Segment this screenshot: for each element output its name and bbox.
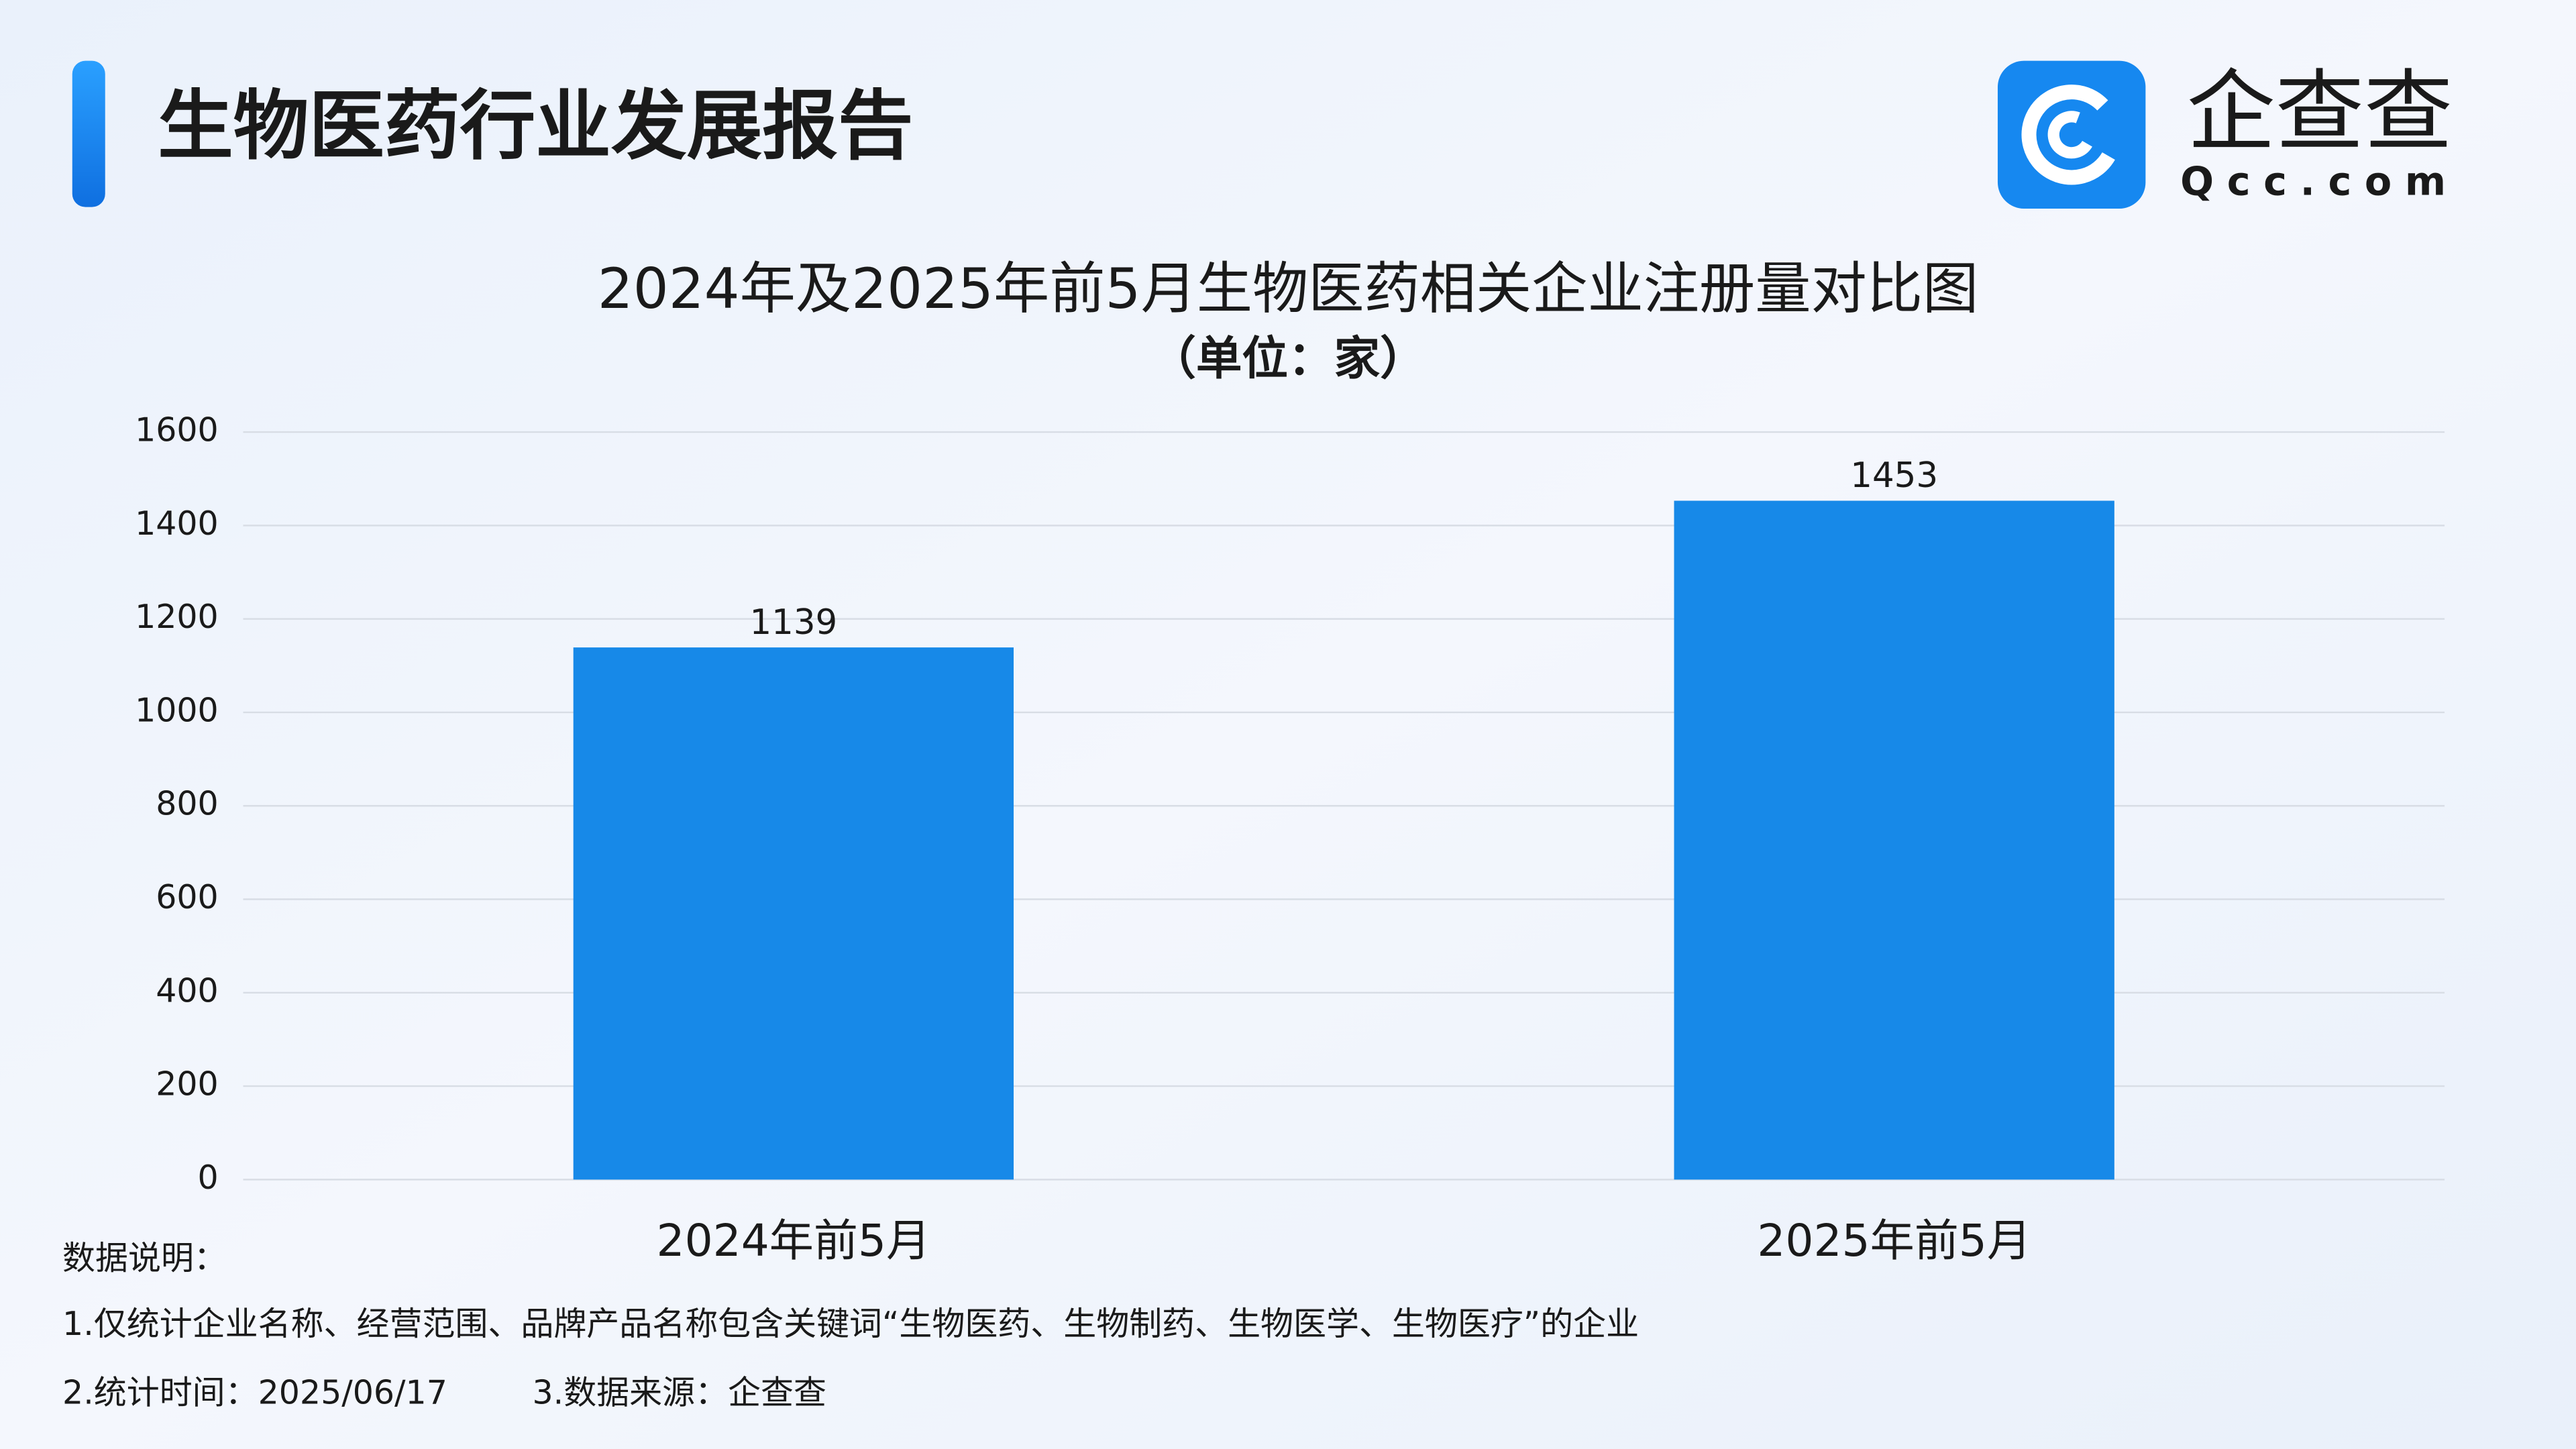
accent-bar <box>72 60 105 207</box>
y-tick-label: 0 <box>198 1159 219 1197</box>
value-label: 1139 <box>749 602 837 643</box>
x-tick-label: 2024年前5月 <box>657 1215 931 1267</box>
y-tick-label: 400 <box>156 971 218 1010</box>
x-tick-label: 2025年前5月 <box>1757 1215 2031 1267</box>
bar <box>573 647 1014 1180</box>
note: 2.统计时间：2025/06/17 <box>62 1374 447 1412</box>
logo: 企查查 Qcc.com <box>1997 60 2459 209</box>
logo-inner <box>2047 111 2096 159</box>
y-tick-label: 600 <box>156 878 218 916</box>
y-tick-label: 1200 <box>135 598 219 636</box>
note: 3.数据来源：企查查 <box>532 1374 826 1412</box>
chart-title: 2024年及2025年前5月生物医药相关企业注册量对比图 <box>598 256 1978 321</box>
logo-name: 企查查 <box>2187 60 2453 164</box>
value-label: 1453 <box>1850 455 1938 496</box>
y-tick-label: 1000 <box>135 691 219 729</box>
y-tick-label: 800 <box>156 785 218 823</box>
note: 数据说明： <box>62 1239 227 1277</box>
chart-subtitle: （单位：家） <box>1150 332 1426 386</box>
y-tick-label: 200 <box>156 1065 218 1104</box>
logo-icon <box>1997 60 2146 209</box>
y-tick-label: 1400 <box>135 504 219 543</box>
note: 1.仅统计企业名称、经营范围、品牌产品名称包含关键词“生物医药、生物制药、生物医… <box>62 1305 1639 1343</box>
page-title: 生物医药行业发展报告 <box>158 82 913 170</box>
bar <box>1674 500 2114 1180</box>
logo-domain: Qcc.com <box>2180 158 2459 204</box>
y-tick-label: 1600 <box>135 411 219 449</box>
